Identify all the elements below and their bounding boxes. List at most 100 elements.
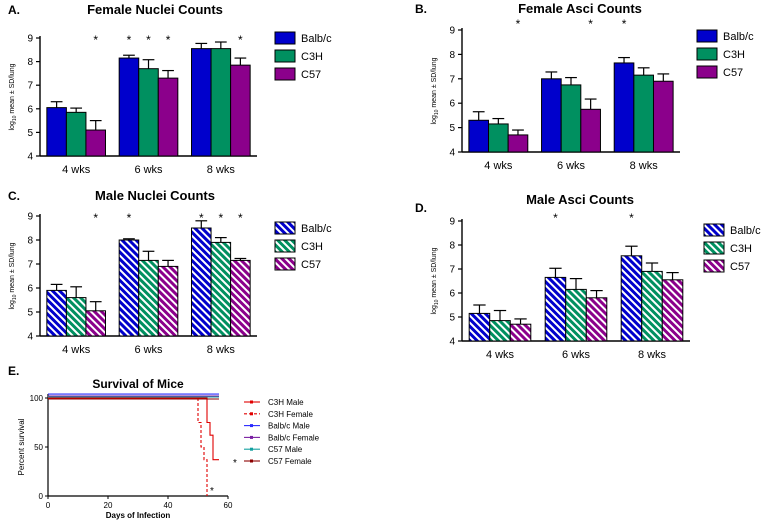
significance-marker: * (238, 211, 243, 225)
y-tick-label: 7 (449, 74, 455, 85)
x-tick-label: 6 wks (562, 349, 591, 361)
x-tick-label: 6 wks (557, 160, 586, 172)
panel-label: D. (415, 201, 427, 215)
legend-label: C3H (723, 49, 745, 61)
chart-panel-a: A. Female Nuclei Counts log10 mean ± SD/lu… (8, 2, 332, 176)
legend-label: C57 Male (268, 445, 303, 454)
x-axis-label: Days of Infection (106, 511, 171, 520)
y-tick-label: 6 (27, 104, 33, 115)
panel-label: B. (415, 2, 427, 16)
legend-label: Balb/c Female (268, 433, 320, 442)
x-tick-label: 6 wks (134, 164, 163, 176)
y-tick-label: 9 (449, 217, 455, 228)
bar (489, 320, 511, 342)
chart-title: Male Asci Counts (526, 192, 634, 207)
legend-swatch (703, 241, 725, 255)
chart-panel-b: B. Female Asci Counts log10 mean ± SD/lung… (415, 1, 754, 172)
legend-label: C3H (301, 241, 323, 253)
bar (488, 123, 509, 153)
legend-swatch (274, 221, 296, 235)
y-tick-label: 7 (27, 81, 33, 92)
y-tick-label: 4 (27, 332, 33, 343)
bar (210, 48, 232, 157)
significance-marker: * (127, 211, 132, 225)
legend-label: Balb/c (723, 31, 754, 43)
legend-label: C57 (723, 67, 743, 79)
y-tick-label: 0 (39, 492, 44, 501)
bar (652, 80, 674, 153)
legend-swatch (274, 239, 296, 253)
legend-label: Balb/c Male (268, 422, 310, 431)
y-tick-label: 9 (27, 212, 33, 223)
y-axis-label: log10 mean ± SD/lung (431, 57, 440, 124)
bar (191, 227, 212, 337)
bar (633, 74, 654, 153)
bar (468, 119, 490, 153)
legend-label: C57 (301, 259, 321, 271)
legend-swatch (696, 29, 718, 43)
bar (565, 288, 587, 342)
legend-label: C57 (730, 261, 750, 273)
significance-marker: * (93, 33, 98, 47)
chart-title: Female Asci Counts (518, 1, 642, 16)
legend-marker (250, 459, 253, 463)
y-tick-label: 8 (27, 236, 33, 247)
survival-line (48, 397, 219, 461)
y-tick-label: 4 (449, 337, 455, 348)
bar (507, 134, 529, 153)
x-tick-label: 6 wks (134, 344, 163, 356)
significance-marker: * (210, 486, 214, 497)
bar (541, 78, 562, 153)
bar (65, 297, 87, 337)
panel-label: A. (8, 3, 20, 17)
legend-swatch (274, 67, 296, 81)
panel-label: C. (8, 189, 20, 203)
chart-panel-c: C. Male Nuclei Counts log10 mean ± SD/lung… (8, 188, 332, 356)
bar (230, 64, 251, 157)
bar (191, 48, 212, 157)
bar (65, 111, 87, 157)
y-axis-label: log10 mean ± SD/lung (9, 242, 18, 309)
y-tick-label: 5 (27, 308, 33, 319)
legend-marker (250, 424, 253, 428)
legend-swatch (703, 223, 725, 237)
legend-label: Balb/c (730, 225, 761, 237)
bar (509, 323, 532, 342)
legend-marker (250, 447, 253, 451)
x-tick-label: 0 (46, 501, 51, 510)
bar (641, 270, 663, 342)
significance-marker: * (146, 33, 151, 47)
bar (46, 107, 67, 157)
bar (157, 265, 179, 337)
y-tick-label: 6 (27, 284, 33, 295)
significance-marker: * (166, 33, 171, 47)
significance-marker: * (218, 211, 223, 225)
bar (620, 255, 643, 342)
legend-swatch (274, 49, 296, 63)
y-tick-label: 4 (27, 152, 33, 163)
legend-label: C57 Female (268, 457, 312, 466)
legend-label: C57 (301, 69, 321, 81)
chart-panel-d: D. Male Asci Counts log10 mean ± SD/lung 4 5… (415, 192, 761, 361)
bar (210, 241, 232, 337)
legend-label: C3H Female (268, 410, 313, 419)
y-axis-label: log10 mean ± SD/lung (9, 63, 18, 130)
legend-swatch (274, 257, 296, 271)
y-tick-label: 7 (27, 260, 33, 271)
bar (544, 276, 567, 342)
legend-label: C3H Male (268, 398, 304, 407)
significance-marker: * (93, 211, 98, 225)
survival-line (48, 397, 208, 496)
legend-marker (250, 435, 253, 439)
x-tick-label: 8 wks (630, 160, 659, 172)
bar (580, 108, 601, 153)
y-tick-label: 100 (30, 394, 44, 403)
bar (118, 239, 140, 337)
significance-marker: * (233, 458, 237, 469)
y-tick-label: 4 (449, 148, 455, 159)
x-tick-label: 4 wks (484, 160, 513, 172)
y-tick-label: 5 (27, 128, 33, 139)
y-tick-label: 6 (449, 289, 455, 300)
significance-marker: * (127, 33, 132, 47)
